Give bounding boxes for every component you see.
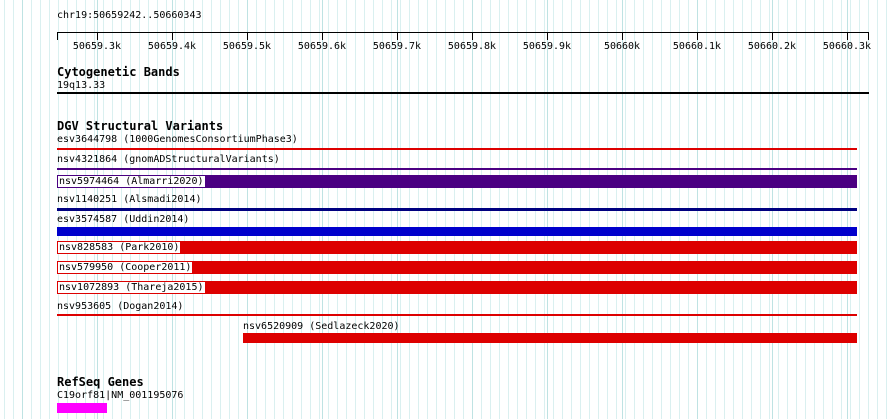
variant-bar [243, 333, 857, 343]
axis-tick-label: 50660.1k [672, 41, 722, 52]
region-label: chr19:50659242..50660343 [57, 10, 202, 21]
ruler-axis-line [57, 32, 869, 33]
variant-label: nsv953605 (Dogan2014) [57, 301, 184, 312]
variant-bar [57, 168, 857, 170]
axis-tick-label: 50659.4k [147, 41, 197, 52]
axis-tick [172, 32, 173, 40]
axis-tick-label: 50659.8k [447, 41, 497, 52]
cytoband-bar [57, 92, 869, 94]
axis-tick [868, 32, 869, 40]
cytoband-label: 19q13.33 [57, 80, 106, 91]
variant-bar [57, 208, 857, 211]
variant-label: nsv1072893 (Thareja2015) [58, 282, 205, 293]
variant-bar [57, 148, 857, 150]
axis-tick-label: 50659.3k [72, 41, 122, 52]
variant-label: esv3644798 (1000GenomesConsortiumPhase3) [57, 134, 298, 145]
axis-tick [97, 32, 98, 40]
dgv-track-title: DGV Structural Variants [57, 119, 224, 133]
axis-tick [472, 32, 473, 40]
axis-tick [847, 32, 848, 40]
variant-bar [57, 281, 857, 294]
axis-tick-label: 50660.2k [747, 41, 797, 52]
variant-label: esv3574587 (Uddin2014) [57, 214, 190, 225]
axis-tick-label: 50660k [603, 41, 641, 52]
axis-tick-label: 50659.7k [372, 41, 422, 52]
variant-label: nsv1140251 (Alsmadi2014) [57, 194, 202, 205]
variant-label: nsv579950 (Cooper2011) [58, 262, 193, 273]
variant-label: nsv5974464 (Almarri2020) [58, 176, 205, 187]
variant-bar [57, 175, 857, 188]
axis-tick [397, 32, 398, 40]
axis-tick [622, 32, 623, 40]
variant-bar [57, 227, 857, 236]
refseq-track-title: RefSeq Genes [57, 375, 144, 389]
axis-tick [547, 32, 548, 40]
gene-label: C19orf81|NM_001195076 [57, 390, 184, 401]
axis-tick-label: 50659.5k [222, 41, 272, 52]
axis-tick-label: 50660.3k [822, 41, 872, 52]
variant-bar [57, 314, 857, 316]
axis-tick [772, 32, 773, 40]
axis-tick [247, 32, 248, 40]
cytobands-track-title: Cytogenetic Bands [57, 65, 180, 79]
axis-tick-label: 50659.9k [522, 41, 572, 52]
variant-bar [57, 241, 857, 254]
variant-bar [57, 261, 857, 274]
axis-tick [697, 32, 698, 40]
axis-tick [322, 32, 323, 40]
axis-tick-label: 50659.6k [297, 41, 347, 52]
variant-label: nsv6520909 (Sedlazeck2020) [243, 321, 400, 332]
variant-label: nsv828583 (Park2010) [58, 242, 181, 253]
variant-label: nsv4321864 (gnomADStructuralVariants) [57, 154, 280, 165]
axis-tick [57, 32, 58, 40]
gene-bar [57, 403, 107, 413]
